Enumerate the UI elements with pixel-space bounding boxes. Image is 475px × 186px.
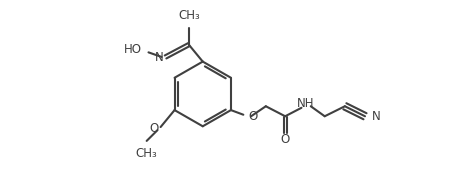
Text: N: N xyxy=(154,51,163,64)
Text: HO: HO xyxy=(124,43,142,56)
Text: O: O xyxy=(281,133,290,146)
Text: NH: NH xyxy=(297,97,315,110)
Text: N: N xyxy=(372,110,381,123)
Text: O: O xyxy=(149,122,158,135)
Text: O: O xyxy=(248,110,257,123)
Text: CH₃: CH₃ xyxy=(178,9,200,22)
Text: CH₃: CH₃ xyxy=(136,147,158,160)
